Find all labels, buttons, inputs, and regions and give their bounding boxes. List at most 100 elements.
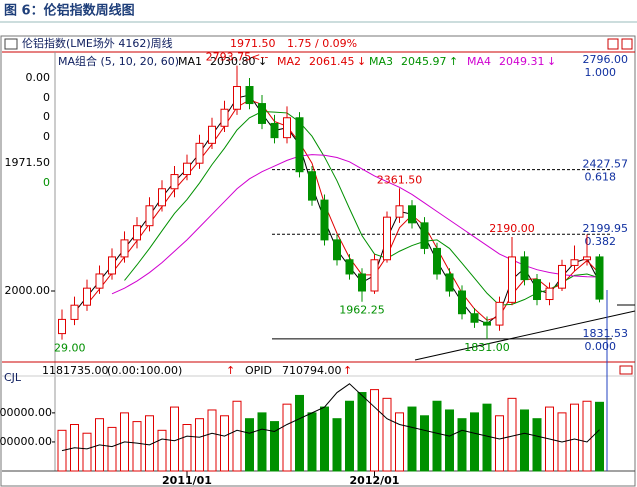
info-label: 0 xyxy=(43,110,50,123)
volume-arrow: ↑ xyxy=(226,364,235,377)
volume-bar xyxy=(420,415,429,472)
volume-bar xyxy=(432,400,442,472)
info-label: 0.00 xyxy=(26,71,51,84)
candle-body xyxy=(195,142,204,164)
volume-bar xyxy=(382,397,392,472)
panel-button[interactable] xyxy=(619,365,633,375)
candle-body xyxy=(558,264,566,289)
close-button[interactable] xyxy=(621,38,633,50)
figure-title: 图 6：伦铝指数周线图 xyxy=(4,3,135,19)
candle-body xyxy=(320,199,329,241)
candle-body xyxy=(595,256,604,300)
volume-bar xyxy=(532,418,542,472)
candle-body xyxy=(395,205,404,218)
volume-bar xyxy=(157,429,167,472)
candle-body xyxy=(408,205,416,224)
volume-bar xyxy=(370,389,379,472)
ma-arrow: ↓ xyxy=(258,55,267,68)
candle-body xyxy=(245,86,254,105)
candle-body xyxy=(95,273,104,289)
volume-bar xyxy=(82,432,92,472)
ma-name: MA2 xyxy=(277,55,301,68)
candle-body xyxy=(508,256,516,303)
volume-bar xyxy=(245,418,254,472)
volume-bar xyxy=(170,406,179,472)
annotation: 1962.25 xyxy=(339,304,385,317)
y-tick-label: 2000.00 xyxy=(5,284,51,297)
candle-body xyxy=(345,259,354,275)
price: 1971.50 xyxy=(230,37,276,50)
minimize-button[interactable] xyxy=(607,38,619,50)
candle-body xyxy=(158,188,166,207)
candle-body xyxy=(433,247,441,275)
candle-body xyxy=(83,287,91,306)
volume-bar xyxy=(357,392,367,472)
level-ratio: 0.618 xyxy=(585,171,617,184)
info-label: 1971.50 xyxy=(5,156,51,169)
candle-body xyxy=(445,273,454,292)
candle-body xyxy=(333,239,341,261)
candle-body xyxy=(120,239,129,258)
y-tick-label: 500000.00 xyxy=(0,435,52,448)
ma-line xyxy=(124,111,600,306)
candle-body xyxy=(533,279,541,301)
y-tick-label: 1000000.00 xyxy=(0,406,52,419)
annotation: 2793.75<-- xyxy=(206,51,269,64)
level-ratio: 0.382 xyxy=(585,235,617,248)
ma-name: MA1 xyxy=(178,55,202,68)
volume-bar xyxy=(595,401,604,472)
volume-params: (0.00:100.00) xyxy=(107,364,182,377)
window xyxy=(0,35,636,487)
volume-bar xyxy=(207,409,217,472)
volume-bar xyxy=(195,418,204,472)
ma-arrow: ↓ xyxy=(547,55,556,68)
trend-line xyxy=(414,310,636,361)
ma-value: 2049.31 xyxy=(499,55,545,68)
level-label: 2199.95 xyxy=(583,222,629,235)
volume-bar xyxy=(220,415,229,472)
volume-bar xyxy=(182,424,192,472)
candle-body xyxy=(58,318,66,335)
x-tick-label: 2012/01 xyxy=(350,474,400,487)
annotation: 2361.50 xyxy=(377,173,423,186)
level-ratio: 1.000 xyxy=(585,66,617,79)
candle-body xyxy=(270,122,279,139)
candle-body xyxy=(495,301,504,326)
level-ratio: 0.000 xyxy=(585,340,617,353)
level-label: 2427.57 xyxy=(583,158,629,171)
candle-body xyxy=(358,273,366,292)
volume-bar xyxy=(457,418,467,472)
candle-body xyxy=(220,108,229,127)
opid-value: 710794.00 xyxy=(282,364,342,377)
opid-name: OPID xyxy=(245,364,272,377)
candle-body xyxy=(183,162,191,176)
candle-body xyxy=(258,103,266,124)
candle-body xyxy=(108,256,116,275)
candle-body xyxy=(208,125,216,144)
volume-bar xyxy=(332,418,342,472)
volume-bar xyxy=(345,400,354,472)
candle-body xyxy=(470,313,479,323)
info-label: 0 xyxy=(43,130,50,143)
volume-bar xyxy=(570,403,579,472)
volume-bar xyxy=(257,412,267,472)
info-label: 0 xyxy=(43,91,50,104)
ma-arrow: ↑ xyxy=(449,55,458,68)
volume-name: CJL xyxy=(4,371,22,384)
ma-value: 2030.80 xyxy=(210,55,256,68)
volume-bar xyxy=(495,415,504,472)
candle-body xyxy=(420,222,429,249)
ma-value: 2061.45 xyxy=(309,55,355,68)
candle-body xyxy=(383,216,391,261)
volume-bar xyxy=(395,412,404,472)
x-tick-label: 2011/01 xyxy=(162,474,212,487)
candle-body xyxy=(583,256,591,261)
ma-value: 2045.97 xyxy=(401,55,447,68)
volume-bar xyxy=(295,394,304,472)
volume-bar xyxy=(582,400,592,472)
ma-line xyxy=(111,154,600,295)
opid-line xyxy=(61,383,600,452)
volume-bar xyxy=(482,403,492,472)
info-label: 0 xyxy=(43,176,50,189)
